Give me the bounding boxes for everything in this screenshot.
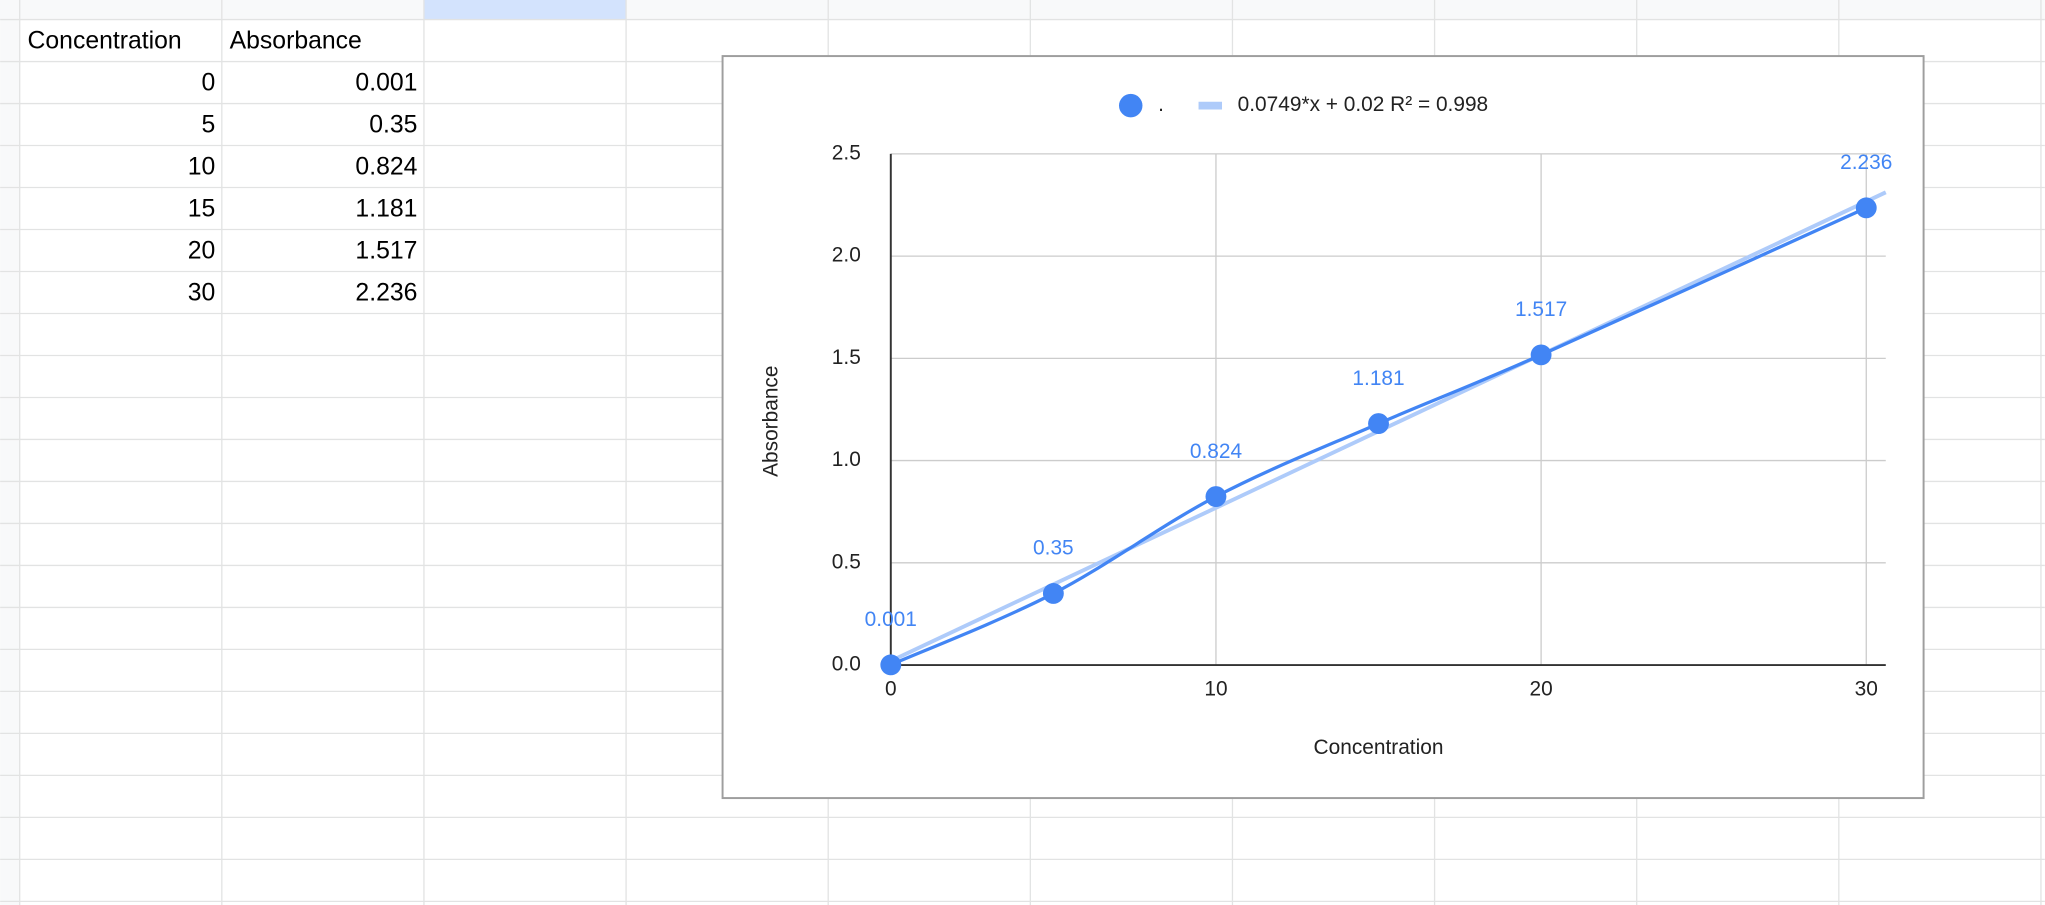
y-tick-label: 2.0 [832, 244, 861, 267]
data-label: 2.236 [1840, 151, 1892, 174]
number-cell: 5 [202, 111, 216, 138]
y-tick-label: 0.0 [832, 653, 861, 676]
data-point [1530, 344, 1552, 366]
number-cell: 0.001 [355, 69, 417, 96]
cells: Concentration Absorbance 0 0.001 5 0.35 10 0.82… [28, 27, 418, 306]
data-label: 1.181 [1352, 367, 1404, 390]
header-cell: Concentration [28, 27, 182, 54]
x-tick-label: 20 [1530, 677, 1553, 700]
number-cell: 1.517 [355, 237, 417, 264]
data-point [1368, 413, 1389, 435]
number-cell: 1.181 [355, 195, 417, 222]
y-tick-label: 1.5 [832, 346, 861, 369]
data-point [1205, 486, 1227, 508]
number-cell: 20 [188, 237, 216, 264]
y-tick-label: 2.5 [832, 141, 861, 164]
chart-frame[interactable] [721, 55, 1925, 800]
number-cell: 10 [188, 153, 216, 180]
number-cell: 15 [188, 195, 216, 222]
row-header-bar [0, 0, 20, 905]
number-cell: 0.35 [369, 111, 417, 138]
data-label: 0.824 [1190, 440, 1242, 463]
column-header-bar [0, 0, 2045, 20]
y-tick-label: 1.0 [832, 448, 861, 471]
number-cell: 2.236 [355, 279, 417, 306]
data-point [880, 654, 902, 676]
header-cell: Absorbance [230, 27, 362, 54]
y-axis-title: Absorbance [760, 366, 783, 477]
data-label: 1.517 [1515, 298, 1567, 321]
number-cell: 0.824 [355, 153, 417, 180]
data-point [1855, 197, 1877, 219]
selected-column-header[interactable] [423, 0, 627, 20]
data-point [1042, 583, 1064, 604]
x-tick-label: 10 [1204, 677, 1227, 700]
data-label: 0.001 [865, 608, 917, 631]
legend-label: 0.0749*x + 0.02 R² = 0.998 [1238, 93, 1489, 116]
legend-marker [1118, 93, 1143, 118]
number-cell: 0 [202, 69, 216, 96]
chart: 0.0 0.5 1.0 1.5 2.0 2.5 0 10 20 30 Concentration Ab… [760, 93, 1893, 759]
series-line [890, 206, 1867, 667]
number-cell: 30 [188, 279, 216, 306]
y-tick-label: 0.5 [832, 550, 861, 573]
data-label: 0.35 [1033, 537, 1074, 560]
x-tick-label: 0 [885, 677, 897, 700]
legend-label: . [1158, 93, 1164, 116]
x-tick-label: 30 [1855, 677, 1878, 700]
x-axis-title: Concentration [1314, 736, 1444, 759]
